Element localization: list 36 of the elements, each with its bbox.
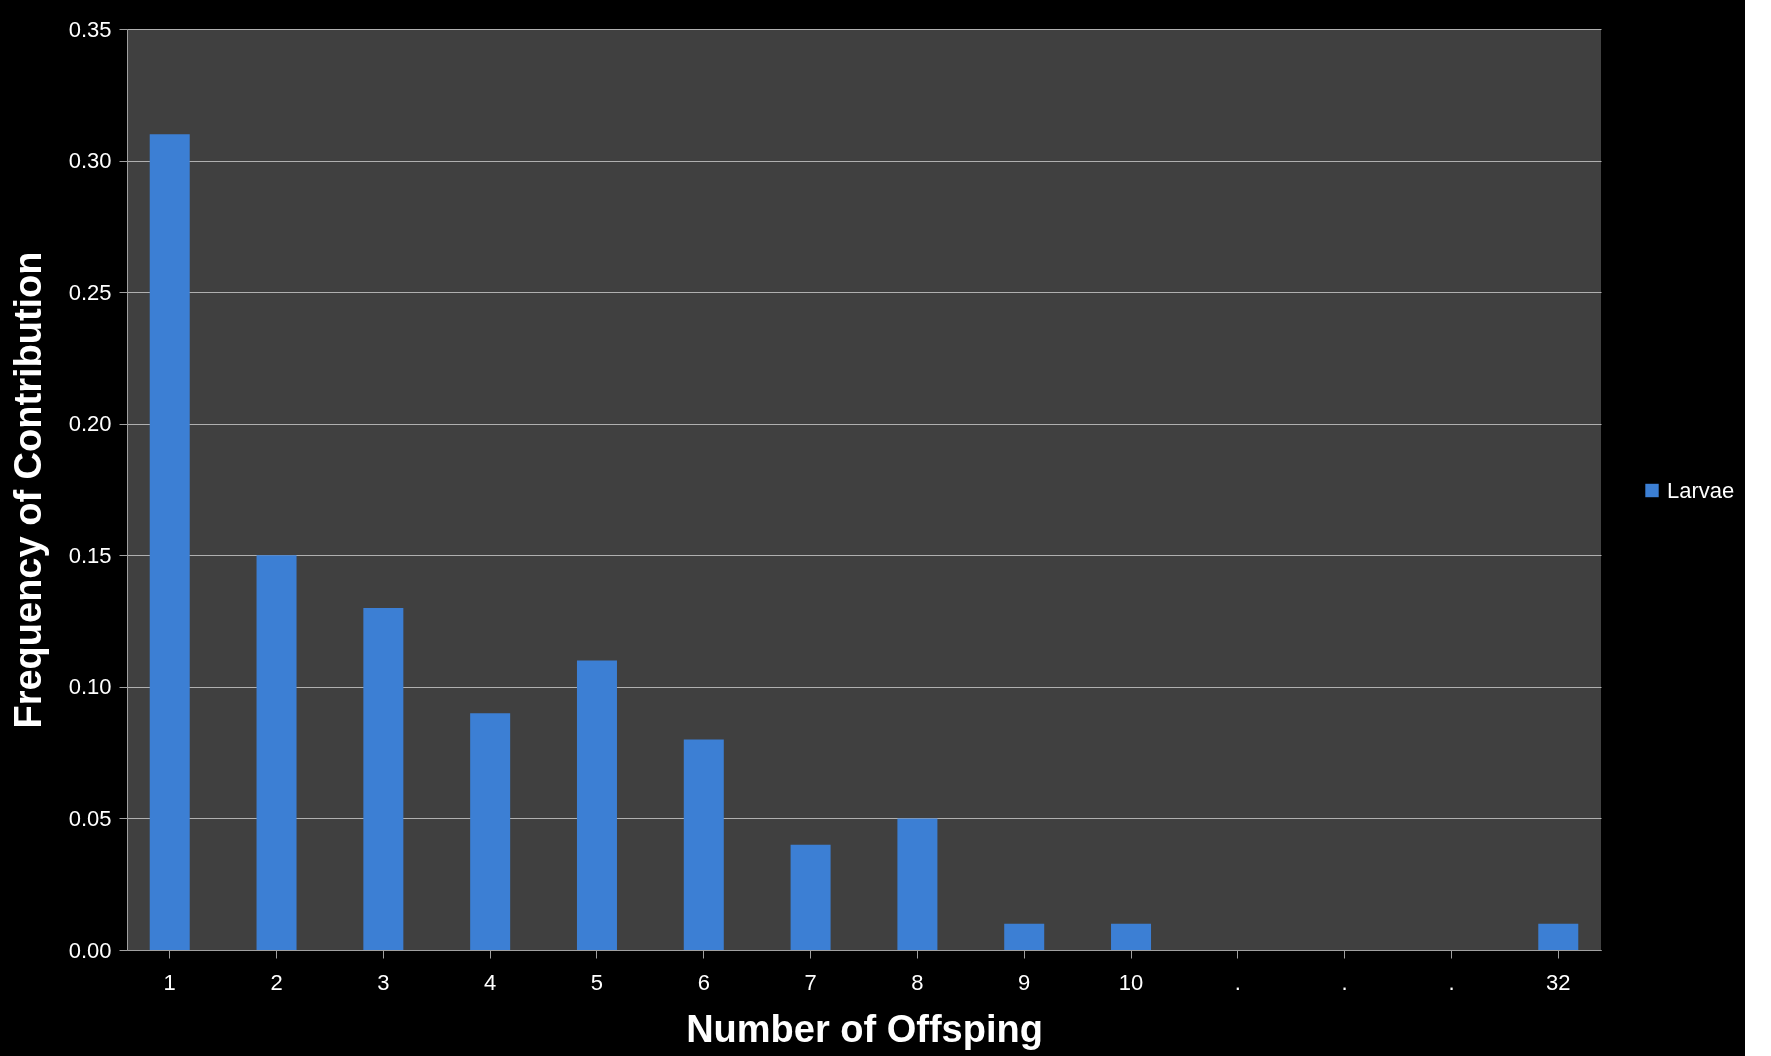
bar xyxy=(576,660,617,950)
y-tick-label: 0.10 xyxy=(68,674,112,700)
x-tick-label: 9 xyxy=(1018,969,1031,995)
y-tick-label: 0.15 xyxy=(68,542,112,568)
x-tick-label: 8 xyxy=(911,969,924,995)
y-tick-label: 0.20 xyxy=(68,411,112,437)
x-tick-label: . xyxy=(1448,969,1455,995)
bar xyxy=(683,739,724,950)
x-tick-label: 4 xyxy=(484,969,497,995)
x-tick-label: 10 xyxy=(1118,969,1144,995)
y-tick-label: 0.35 xyxy=(68,16,112,42)
x-tick-label: 1 xyxy=(163,969,176,995)
bar xyxy=(363,607,404,950)
y-tick-label: 0.30 xyxy=(68,148,112,174)
bar xyxy=(470,713,511,950)
x-tick-label: 32 xyxy=(1546,969,1571,995)
bar xyxy=(1004,923,1045,950)
bar xyxy=(256,555,297,950)
y-tick-label: 0.00 xyxy=(68,937,112,963)
x-tick-label: . xyxy=(1234,969,1241,995)
bar xyxy=(897,818,938,950)
x-tick-label: 7 xyxy=(804,969,817,995)
y-axis-title: Frequency of Contribution xyxy=(6,251,49,729)
y-tick-label: 0.05 xyxy=(68,805,112,831)
x-tick-label: 2 xyxy=(270,969,283,995)
x-tick-label: 3 xyxy=(377,969,390,995)
bar xyxy=(1111,923,1152,950)
x-tick-label: 6 xyxy=(697,969,710,995)
y-tick-label: 0.25 xyxy=(68,279,112,305)
legend-label: Larvae xyxy=(1667,477,1735,503)
bar xyxy=(1538,923,1579,950)
x-axis-title: Number of Offsping xyxy=(686,1007,1043,1050)
x-tick-label: 5 xyxy=(590,969,604,995)
x-tick-label: . xyxy=(1341,969,1348,995)
bar xyxy=(790,844,831,950)
bar xyxy=(149,134,190,950)
